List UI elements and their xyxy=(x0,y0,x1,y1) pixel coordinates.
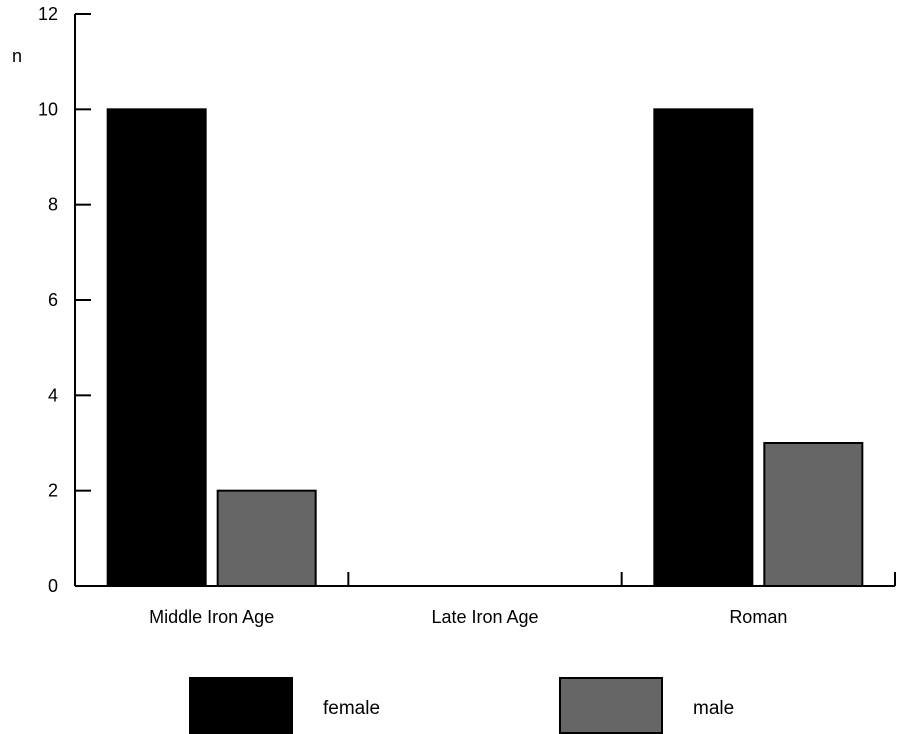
y-tick-label-0: 0 xyxy=(48,576,58,596)
y-tick-label-12: 12 xyxy=(38,4,58,24)
x-category-label: Middle Iron Age xyxy=(149,607,274,627)
legend-label-male: male xyxy=(693,698,734,719)
y-ticks: 0 2 4 6 8 10 12 xyxy=(38,4,91,596)
x-ticks: Middle Iron Age Late Iron Age Roman xyxy=(149,572,896,627)
y-tick-label-10: 10 xyxy=(38,99,58,119)
y-tick-label-8: 8 xyxy=(48,195,58,215)
bars xyxy=(106,108,864,587)
x-category-label: Late Iron Age xyxy=(431,607,538,627)
bar-male-2 xyxy=(763,442,864,587)
bar-male-0 xyxy=(216,489,317,587)
y-tick-label-6: 6 xyxy=(48,290,58,310)
legend-swatch-male xyxy=(559,677,663,734)
bar-female-2 xyxy=(653,108,754,587)
y-axis-title: n xyxy=(12,46,22,66)
y-tick-label-2: 2 xyxy=(48,481,58,501)
x-category-label: Roman xyxy=(729,607,787,627)
legend-label-female: female xyxy=(323,698,380,719)
bar-female-0 xyxy=(106,108,207,587)
y-tick-label-4: 4 xyxy=(48,385,58,405)
legend: female male xyxy=(189,677,734,734)
legend-swatch-female xyxy=(189,677,293,734)
